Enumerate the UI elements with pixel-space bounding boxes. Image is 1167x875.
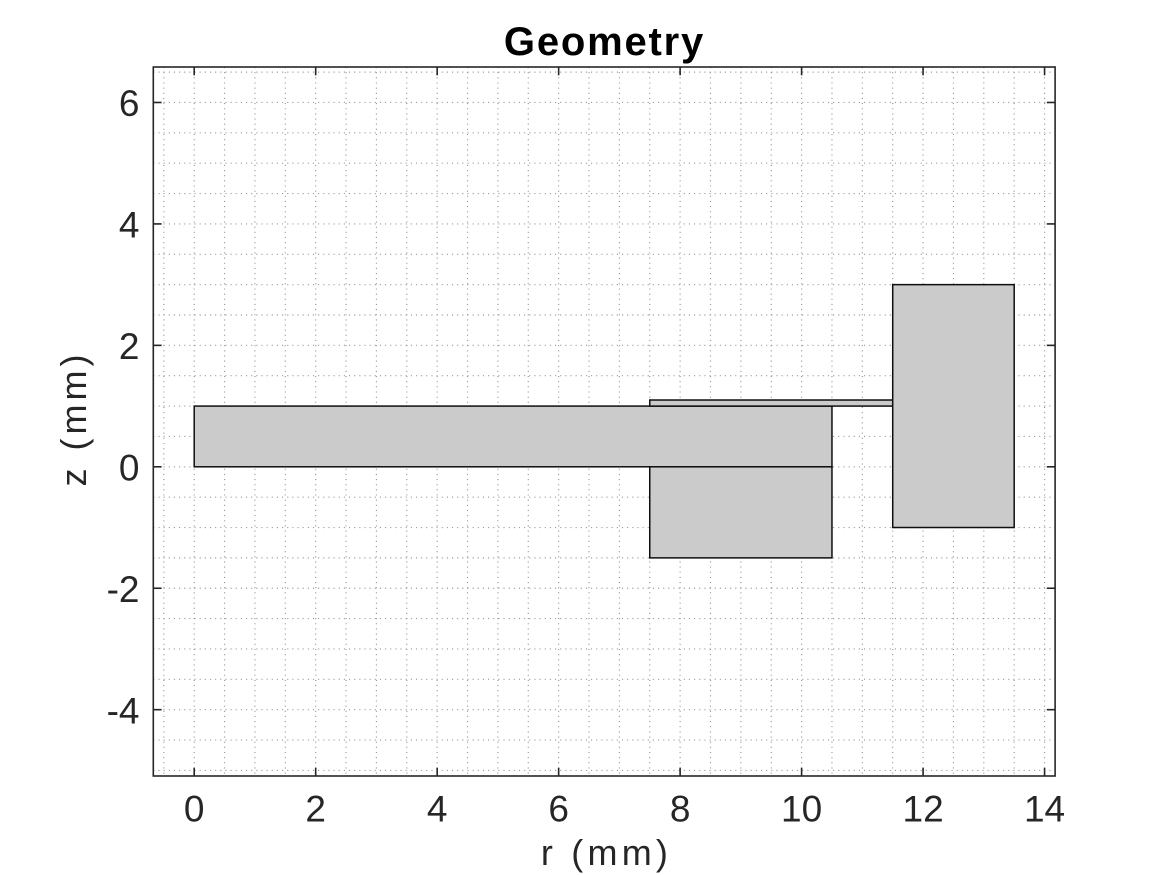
- svg-text:-4: -4: [107, 690, 140, 731]
- svg-text:0: 0: [119, 447, 140, 488]
- svg-text:z (mm): z (mm): [53, 351, 94, 487]
- svg-text:2: 2: [119, 326, 140, 367]
- svg-text:6: 6: [548, 789, 569, 830]
- svg-text:0: 0: [184, 789, 205, 830]
- svg-text:4: 4: [427, 789, 448, 830]
- svg-text:Geometry: Geometry: [504, 20, 705, 64]
- svg-text:2: 2: [305, 789, 326, 830]
- svg-text:r (mm): r (mm): [541, 832, 672, 873]
- svg-text:10: 10: [781, 789, 822, 830]
- svg-text:-2: -2: [107, 569, 140, 610]
- svg-text:14: 14: [1024, 789, 1065, 830]
- svg-text:12: 12: [903, 789, 944, 830]
- svg-text:8: 8: [670, 789, 691, 830]
- svg-text:4: 4: [119, 205, 140, 246]
- svg-text:6: 6: [119, 83, 140, 124]
